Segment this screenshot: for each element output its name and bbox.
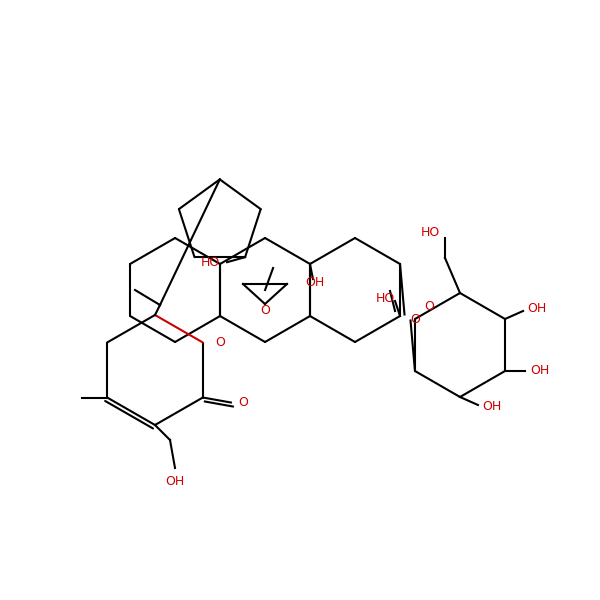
Text: HO: HO bbox=[201, 256, 220, 269]
Text: OH: OH bbox=[527, 302, 546, 316]
Text: O: O bbox=[410, 313, 421, 326]
Text: O: O bbox=[215, 336, 225, 349]
Text: OH: OH bbox=[530, 365, 549, 377]
Text: O: O bbox=[238, 396, 248, 409]
Text: OH: OH bbox=[305, 275, 325, 289]
Text: O: O bbox=[260, 304, 270, 317]
Text: OH: OH bbox=[166, 475, 185, 488]
Text: HO: HO bbox=[421, 226, 440, 239]
Text: HO: HO bbox=[376, 292, 395, 304]
Text: O: O bbox=[425, 299, 434, 313]
Text: OH: OH bbox=[482, 401, 501, 413]
